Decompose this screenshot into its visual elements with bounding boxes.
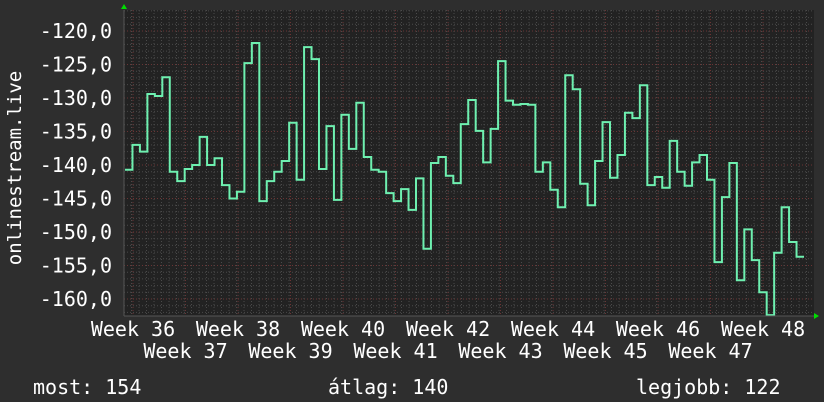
- y-tick-label: -145,0: [40, 187, 112, 211]
- x-tick-label: Week 42: [406, 317, 490, 341]
- x-tick-label: Week 41: [353, 339, 437, 363]
- y-tick-label: -155,0: [40, 254, 112, 278]
- x-tick-label: Week 43: [458, 339, 542, 363]
- y-axis-arrow-icon: [121, 4, 127, 9]
- x-tick-label: Week 39: [248, 339, 332, 363]
- y-tick-label: -120,0: [40, 19, 112, 43]
- y-tick-label: -130,0: [40, 86, 112, 110]
- x-tick-label: Week 36: [91, 317, 175, 341]
- y-tick-label: -135,0: [40, 120, 112, 144]
- x-tick-label: Week 47: [668, 339, 752, 363]
- x-tick-label: Week 40: [301, 317, 385, 341]
- y-tick-label: -150,0: [40, 220, 112, 244]
- y-tick-label: -160,0: [40, 287, 112, 311]
- stat-average: átlag: 140: [328, 375, 449, 399]
- x-tick-label: Week 44: [511, 317, 595, 341]
- data-series-line: [125, 42, 804, 317]
- y-tick-label: -125,0: [40, 53, 112, 77]
- x-tick-label: Week 45: [563, 339, 647, 363]
- y-tick-label: -140,0: [40, 153, 112, 177]
- x-tick-label: Week 38: [196, 317, 280, 341]
- y-axis-title: onlinestream.live: [4, 70, 26, 266]
- x-tick-label: Week 48: [721, 317, 805, 341]
- stat-best: legjobb: 122: [636, 375, 781, 399]
- x-axis-arrow-icon: [814, 313, 819, 319]
- x-tick-label: Week 37: [143, 339, 227, 363]
- stat-current: most: 154: [33, 375, 142, 399]
- x-tick-label: Week 46: [616, 317, 700, 341]
